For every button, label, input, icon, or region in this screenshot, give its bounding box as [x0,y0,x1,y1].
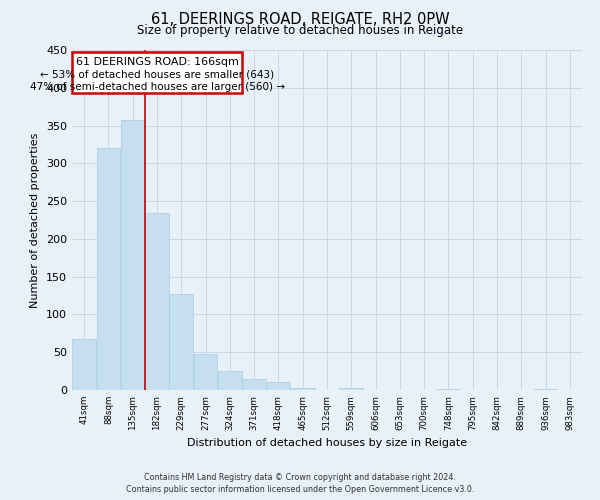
Text: ← 53% of detached houses are smaller (643): ← 53% of detached houses are smaller (64… [40,70,274,80]
Bar [533,389,557,390]
Bar [291,388,314,390]
Text: Size of property relative to detached houses in Reigate: Size of property relative to detached ho… [137,24,463,37]
Bar [242,378,266,390]
Y-axis label: Number of detached properties: Number of detached properties [31,132,40,308]
Bar [145,213,169,390]
Bar [194,354,217,390]
Bar [72,340,96,390]
X-axis label: Distribution of detached houses by size in Reigate: Distribution of detached houses by size … [187,438,467,448]
Text: 61, DEERINGS ROAD, REIGATE, RH2 0PW: 61, DEERINGS ROAD, REIGATE, RH2 0PW [151,12,449,28]
Bar [121,120,145,390]
Bar [218,371,242,390]
Bar [437,389,460,390]
Bar [97,148,121,390]
Text: 47% of semi-detached houses are larger (560) →: 47% of semi-detached houses are larger (… [29,82,284,92]
Bar [266,382,290,390]
Bar [169,294,193,390]
Text: Contains HM Land Registry data © Crown copyright and database right 2024.
Contai: Contains HM Land Registry data © Crown c… [126,472,474,494]
Bar [340,388,363,390]
FancyBboxPatch shape [72,52,242,93]
Text: 61 DEERINGS ROAD: 166sqm: 61 DEERINGS ROAD: 166sqm [76,56,238,66]
